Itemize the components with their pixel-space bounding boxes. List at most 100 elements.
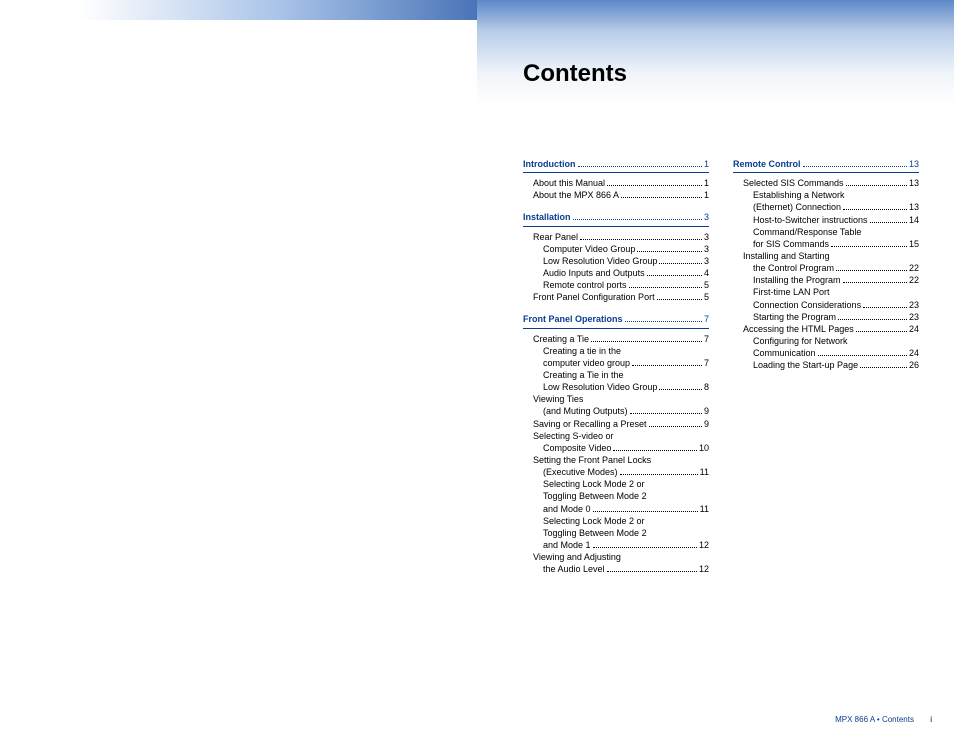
toc-entry-continuation: Selecting S-video or bbox=[523, 430, 709, 442]
toc-page-number: 14 bbox=[909, 214, 919, 226]
toc-column-2: Remote Control13Selected SIS Commands13E… bbox=[733, 158, 919, 575]
toc-entry: Loading the Start-up Page26 bbox=[733, 359, 919, 371]
toc-page-number: 11 bbox=[700, 503, 709, 515]
toc-page-number: 12 bbox=[699, 563, 709, 575]
toc-leader-dots bbox=[843, 209, 907, 210]
toc-entry: About this Manual1 bbox=[523, 177, 709, 189]
toc-leader-dots bbox=[649, 426, 702, 427]
toc-entry: Selected SIS Commands13 bbox=[733, 177, 919, 189]
toc-leader-dots bbox=[838, 319, 907, 320]
toc-leader-dots bbox=[659, 389, 702, 390]
toc-leader-dots bbox=[831, 246, 907, 247]
toc-columns: Introduction1About this Manual1About the… bbox=[523, 158, 919, 575]
toc-page-number: 13 bbox=[909, 201, 919, 213]
toc-leader-dots bbox=[573, 219, 702, 220]
toc-entry: Composite Video10 bbox=[523, 442, 709, 454]
toc-entry-label: Remote control ports bbox=[543, 279, 627, 291]
toc-entry-continuation: Toggling Between Mode 2 bbox=[523, 527, 709, 539]
toc-entry: and Mode 0 11 bbox=[523, 503, 709, 515]
toc-section-heading: Front Panel Operations7 bbox=[523, 313, 709, 328]
toc-entry: Connection Considerations23 bbox=[733, 299, 919, 311]
page-footer: MPX 866 A • Contents i bbox=[835, 715, 932, 724]
toc-column-1: Introduction1About this Manual1About the… bbox=[523, 158, 709, 575]
toc-section-label: Installation bbox=[523, 211, 571, 223]
toc-entry: Low Resolution Video Group3 bbox=[523, 255, 709, 267]
toc-entry-continuation: Viewing and Adjusting bbox=[523, 551, 709, 563]
toc-leader-dots bbox=[593, 511, 698, 512]
toc-page-number: 4 bbox=[704, 267, 709, 279]
toc-leader-dots bbox=[632, 365, 702, 366]
toc-leader-dots bbox=[613, 450, 697, 451]
toc-entry-continuation: First-time LAN Port bbox=[733, 286, 919, 298]
toc-section-label: Front Panel Operations bbox=[523, 313, 623, 325]
toc-page-number: 3 bbox=[704, 243, 709, 255]
toc-leader-dots bbox=[593, 547, 697, 548]
toc-entry-label: Starting the Program bbox=[753, 311, 836, 323]
toc-page-number: 1 bbox=[704, 189, 709, 201]
toc-leader-dots bbox=[846, 185, 907, 186]
toc-entry: Creating a Tie 7 bbox=[523, 333, 709, 345]
toc-section-heading: Introduction1 bbox=[523, 158, 709, 173]
toc-entry: Computer Video Group3 bbox=[523, 243, 709, 255]
toc-entry-label: the Audio Level bbox=[543, 563, 605, 575]
toc-entry-label: (Executive Modes) bbox=[543, 466, 618, 478]
toc-entry-label: the Control Program bbox=[753, 262, 834, 274]
toc-entry: computer video group7 bbox=[523, 357, 709, 369]
toc-leader-dots bbox=[607, 185, 702, 186]
page-spread: Contents Introduction1About this Manual1… bbox=[0, 0, 954, 738]
toc-page-number: 11 bbox=[700, 466, 709, 478]
toc-page-number: 3 bbox=[704, 211, 709, 223]
toc-entry: the Audio Level 12 bbox=[523, 563, 709, 575]
toc-entry: Saving or Recalling a Preset9 bbox=[523, 418, 709, 430]
toc-leader-dots bbox=[637, 251, 702, 252]
toc-page-number: 5 bbox=[704, 291, 709, 303]
toc-page-number: 3 bbox=[704, 231, 709, 243]
toc-leader-dots bbox=[659, 263, 702, 264]
toc-page-number: 26 bbox=[909, 359, 919, 371]
toc-leader-dots bbox=[657, 299, 702, 300]
toc-page-number: 7 bbox=[704, 333, 709, 345]
toc-entry-label: and Mode 0 bbox=[543, 503, 591, 515]
toc-entry-label: (Ethernet) Connection bbox=[753, 201, 841, 213]
toc-page-number: 23 bbox=[909, 311, 919, 323]
toc-leader-dots bbox=[860, 367, 907, 368]
toc-entry-label: Accessing the HTML Pages bbox=[743, 323, 854, 335]
right-header-gradient bbox=[477, 0, 954, 105]
toc-section-label: Remote Control bbox=[733, 158, 801, 170]
toc-entry: the Control Program 22 bbox=[733, 262, 919, 274]
toc-page-number: 12 bbox=[699, 539, 709, 551]
toc-entry-label: Low Resolution Video Group bbox=[543, 255, 657, 267]
toc-entry: (Ethernet) Connection 13 bbox=[733, 201, 919, 213]
toc-entry: Remote control ports 5 bbox=[523, 279, 709, 291]
toc-leader-dots bbox=[580, 239, 702, 240]
toc-leader-dots bbox=[647, 275, 702, 276]
toc-entry-label: Creating a Tie bbox=[533, 333, 589, 345]
toc-page-number: 13 bbox=[909, 177, 919, 189]
toc-page-number: 9 bbox=[704, 405, 709, 417]
toc-leader-dots bbox=[843, 282, 907, 283]
toc-entry-label: Saving or Recalling a Preset bbox=[533, 418, 647, 430]
toc-page-number: 1 bbox=[704, 177, 709, 189]
toc-leader-dots bbox=[630, 413, 702, 414]
toc-entry-continuation: Creating a tie in the bbox=[523, 345, 709, 357]
toc-entry-continuation: Command/Response Table bbox=[733, 226, 919, 238]
toc-page-number: 22 bbox=[909, 262, 919, 274]
toc-leader-dots bbox=[856, 331, 907, 332]
toc-entry-label: About the MPX 866 A bbox=[533, 189, 619, 201]
toc-entry: for SIS Commands15 bbox=[733, 238, 919, 250]
footer-pagenum: i bbox=[930, 715, 932, 724]
toc-entry-label: Composite Video bbox=[543, 442, 611, 454]
toc-entry: Communication24 bbox=[733, 347, 919, 359]
toc-leader-dots bbox=[578, 166, 702, 167]
toc-section-label: Introduction bbox=[523, 158, 576, 170]
toc-leader-dots bbox=[818, 355, 907, 356]
toc-entry: Low Resolution Video Group8 bbox=[523, 381, 709, 393]
page-title: Contents bbox=[523, 60, 627, 88]
toc-section-heading: Remote Control13 bbox=[733, 158, 919, 173]
toc-leader-dots bbox=[621, 197, 702, 198]
toc-entry-label: Connection Considerations bbox=[753, 299, 861, 311]
toc-page-number: 5 bbox=[704, 279, 709, 291]
toc-entry-continuation: Creating a Tie in the bbox=[523, 369, 709, 381]
toc-entry: Audio Inputs and Outputs4 bbox=[523, 267, 709, 279]
toc-entry-label: Communication bbox=[753, 347, 816, 359]
